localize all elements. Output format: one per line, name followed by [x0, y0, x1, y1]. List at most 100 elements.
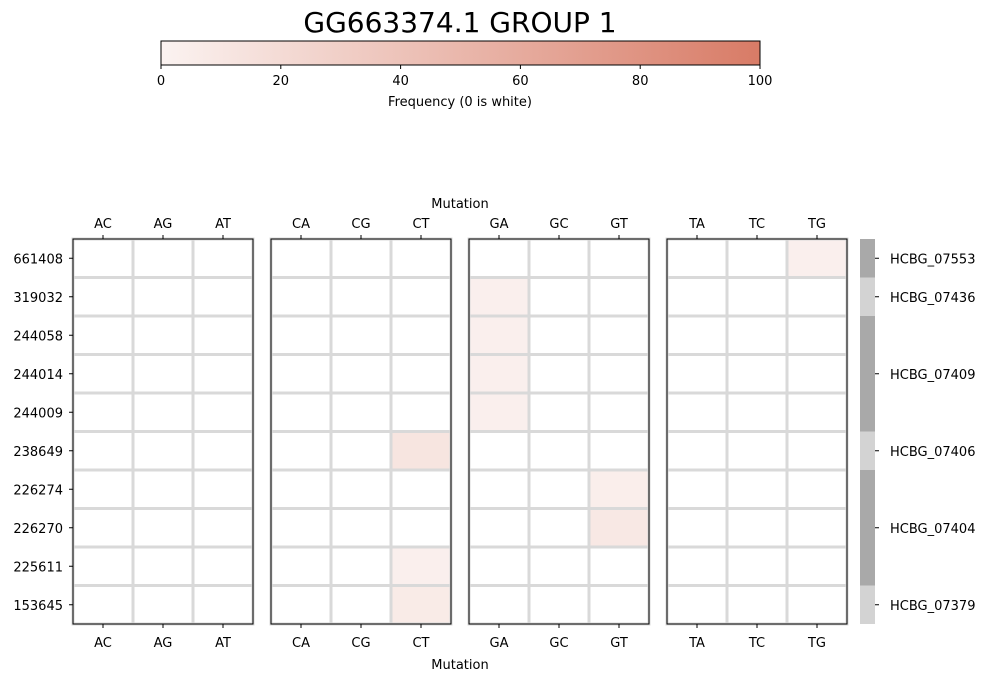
heatmap-cell: [587, 237, 651, 279]
heatmap-cell: [665, 237, 729, 279]
heatmap-cell: [527, 276, 591, 318]
x-tick-label-bottom: GC: [549, 636, 568, 651]
heatmap-cell: [329, 468, 393, 510]
x-tick-label-bottom: GT: [610, 636, 628, 651]
gene-annotation-segment: [860, 316, 875, 432]
gene-annotation-segment: [860, 239, 875, 278]
heatmap-cell: [785, 314, 849, 356]
heatmap-cell: [329, 237, 393, 279]
y-tick-label: 226274: [13, 483, 63, 498]
heatmap-cell: [131, 584, 195, 626]
heatmap-cell: [467, 545, 531, 587]
x-tick-label-top: TC: [748, 217, 765, 232]
y-tick-label: 319032: [13, 291, 63, 306]
gene-annotation-label: HCBG_07379: [890, 599, 975, 614]
heatmap-cell: [665, 468, 729, 510]
gene-annotation-segment: [860, 585, 875, 624]
heatmap-cell: [587, 468, 651, 510]
gene-annotation-segment: [860, 470, 875, 586]
heatmap-cell: [527, 545, 591, 587]
x-axis-label-top: Mutation: [431, 197, 488, 212]
heatmap-cell: [389, 584, 453, 626]
x-tick-label-top: AG: [154, 217, 173, 232]
heatmap-cell: [467, 314, 531, 356]
colorbar-tick-label: 80: [632, 74, 649, 89]
heatmap-cell: [71, 314, 135, 356]
x-tick-label-top: CG: [351, 217, 370, 232]
heatmap-cell: [269, 314, 333, 356]
heatmap-cell: [587, 391, 651, 433]
heatmap-cell: [131, 507, 195, 549]
heatmap-cell: [665, 584, 729, 626]
x-tick-label-bottom: CG: [351, 636, 370, 651]
heatmap-cell: [665, 353, 729, 395]
heatmap-cell: [191, 314, 255, 356]
x-tick-label-top: GC: [549, 217, 568, 232]
heatmap-cell: [665, 545, 729, 587]
colorbar-ticks: 0 20 40 60 80 100: [157, 65, 772, 89]
gene-annotation-bar: HCBG_07553 HCBG_07436 HCBG_07409 HCBG_07406…: [860, 239, 975, 624]
heatmap-panel: GA GA GC GC GT GT: [467, 217, 651, 651]
y-tick-label: 153645: [13, 599, 63, 614]
x-tick-label-bottom: TA: [688, 636, 705, 651]
heatmap-cell: [329, 507, 393, 549]
x-tick-label-top: GA: [490, 217, 509, 232]
heatmap-cell: [467, 353, 531, 395]
heatmap-cell: [329, 545, 393, 587]
heatmap-cell: [389, 314, 453, 356]
heatmap-cell: [389, 353, 453, 395]
heatmap-cell: [527, 314, 591, 356]
heatmap-cell: [71, 584, 135, 626]
heatmap-cell: [785, 276, 849, 318]
heatmap-cell: [131, 430, 195, 472]
heatmap-panel: TA TA TC TC TG TG: [665, 217, 849, 651]
heatmap-cell: [71, 237, 135, 279]
x-tick-label-bottom: AG: [154, 636, 173, 651]
colorbar-tick-label: 40: [392, 74, 409, 89]
heatmap-cell: [527, 391, 591, 433]
heatmap-cell: [527, 353, 591, 395]
heatmap-cell: [467, 507, 531, 549]
heatmap-cell: [71, 430, 135, 472]
gene-annotation-label: HCBG_07404: [890, 522, 975, 537]
heatmap-cell: [785, 468, 849, 510]
x-tick-label-bottom: GA: [490, 636, 509, 651]
gene-annotation-label: HCBG_07553: [890, 252, 975, 267]
heatmap-cell: [785, 584, 849, 626]
heatmap-cell: [785, 507, 849, 549]
heatmap-cell: [467, 430, 531, 472]
heatmap-cell: [191, 584, 255, 626]
heatmap-cell: [71, 353, 135, 395]
heatmap-cell: [665, 430, 729, 472]
y-tick-label: 244058: [13, 329, 63, 344]
heatmap-cell: [725, 584, 789, 626]
x-tick-label-top: CT: [412, 217, 429, 232]
heatmap-cell: [329, 314, 393, 356]
gene-annotation-label: HCBG_07409: [890, 368, 975, 383]
heatmap-cell: [191, 237, 255, 279]
x-tick-label-top: AC: [94, 217, 112, 232]
heatmap-cell: [269, 430, 333, 472]
gene-annotation-label: HCBG_07406: [890, 445, 975, 460]
colorbar-tick-label: 0: [157, 74, 165, 89]
heatmap-cell: [785, 391, 849, 433]
heatmap-cell: [467, 468, 531, 510]
heatmap-cell: [527, 468, 591, 510]
heatmap-cell: [329, 391, 393, 433]
heatmap-cell: [785, 353, 849, 395]
heatmap-cell: [191, 391, 255, 433]
colorbar-gradient: [160, 40, 761, 66]
heatmap-cell: [191, 353, 255, 395]
heatmap-panel-frame: [468, 238, 650, 625]
heatmap-cell: [389, 237, 453, 279]
heatmap-cell: [587, 507, 651, 549]
heatmap-cell: [587, 430, 651, 472]
row-labels: 661408 319032 244058 244014 244009 238649 2262…: [13, 252, 73, 614]
heatmap-cell: [725, 237, 789, 279]
heatmap-panel-frame: [666, 238, 848, 625]
heatmap-cell: [269, 507, 333, 549]
heatmap-cell: [467, 237, 531, 279]
heatmap-cell: [131, 545, 195, 587]
heatmap-cell: [467, 584, 531, 626]
